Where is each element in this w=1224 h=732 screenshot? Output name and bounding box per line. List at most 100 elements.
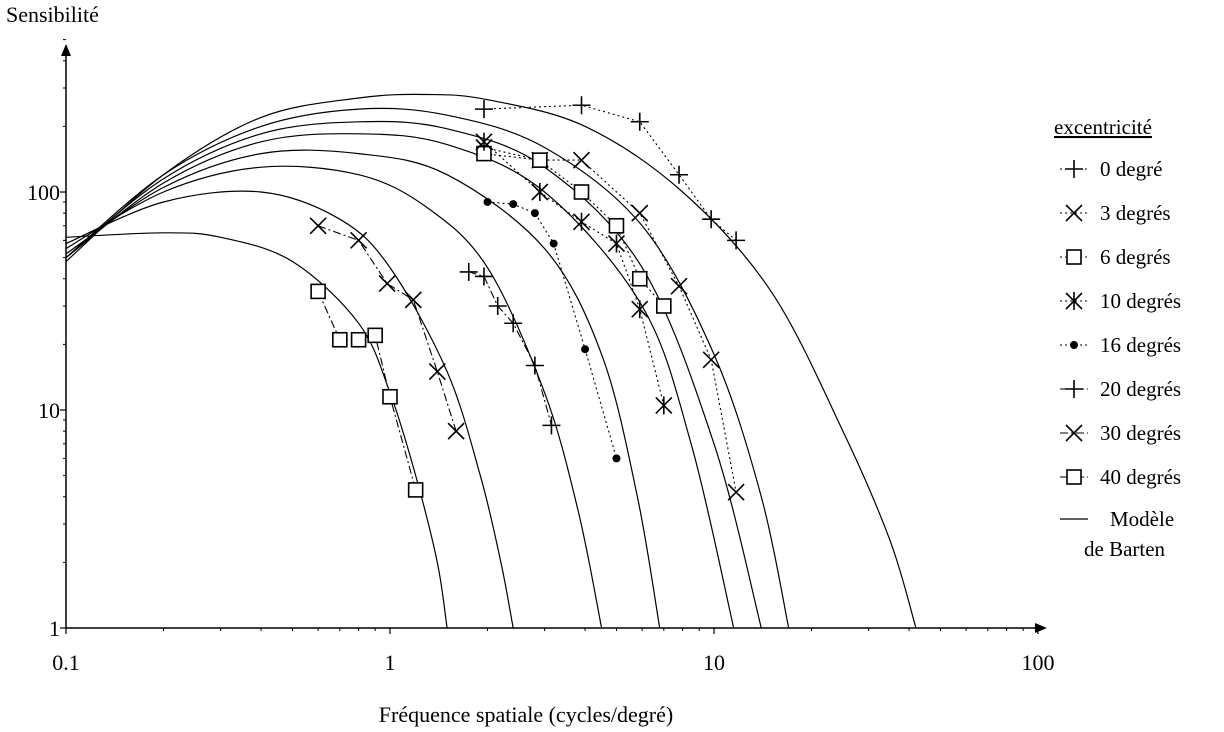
data-point — [509, 200, 518, 209]
data-point — [612, 454, 621, 463]
marker-stroke — [608, 217, 625, 234]
data-point — [572, 151, 591, 169]
barten-model-curve — [65, 149, 661, 629]
series-line — [468, 271, 553, 426]
marker-stroke — [350, 331, 367, 348]
marker-stroke — [367, 327, 383, 344]
legend-label: 6 degrés — [1100, 245, 1171, 269]
legend-marker — [1065, 160, 1083, 178]
data-point — [573, 184, 590, 200]
barten-model-curve — [65, 133, 735, 629]
x-tick-label: 100 — [1022, 650, 1055, 675]
data-point — [407, 482, 424, 498]
legend-marker — [1066, 249, 1082, 265]
legend-label: 40 degrés — [1100, 465, 1181, 489]
marker-stroke — [1066, 469, 1082, 485]
legend: excentricité 0 degré 3 degrés 6 degrés 10 d… — [1054, 115, 1181, 561]
data-point — [332, 331, 348, 348]
legend-label: Modèle — [1110, 507, 1174, 531]
data-point — [631, 300, 649, 319]
legend-item: 6 degrés — [1060, 245, 1171, 269]
barten-model-curve — [65, 190, 514, 629]
data-point — [727, 231, 746, 250]
legend-label: 3 degrés — [1100, 201, 1171, 225]
marker-stroke — [350, 231, 368, 249]
data-point — [608, 217, 625, 234]
barten-model-curve — [65, 107, 790, 629]
legend-item: 30 degrés — [1060, 421, 1181, 445]
series-line — [317, 291, 417, 491]
data-point — [488, 296, 507, 315]
legend-label: 16 degrés — [1100, 333, 1181, 357]
barten-model-curves — [65, 93, 917, 629]
data-point — [542, 416, 561, 435]
data-point — [474, 100, 493, 119]
legend-item: 20 degrés — [1060, 377, 1181, 401]
data-point — [428, 363, 446, 381]
marker-stroke — [572, 151, 591, 169]
legend-item: 10 degrés — [1060, 289, 1181, 313]
data-series — [309, 96, 746, 501]
data-point — [727, 483, 745, 501]
series-line — [483, 104, 737, 241]
marker-stroke — [1065, 424, 1083, 442]
data-point — [572, 212, 591, 231]
data-point — [631, 270, 648, 287]
data-point — [474, 267, 493, 286]
legend-label: 20 degrés — [1100, 377, 1181, 401]
marker-stroke — [404, 291, 422, 309]
data-point — [532, 152, 548, 168]
data-point — [475, 132, 493, 151]
barten-model-curve — [65, 93, 917, 629]
data-point — [549, 239, 558, 248]
marker-stroke — [670, 277, 688, 295]
marker-stroke — [332, 331, 348, 348]
data-point — [607, 234, 626, 253]
marker-stroke — [407, 482, 424, 498]
x-tick-label: 10 — [703, 650, 725, 675]
data-point — [670, 165, 689, 184]
data-point — [531, 183, 549, 201]
data-point — [525, 356, 544, 375]
series-line — [487, 201, 618, 459]
marker-stroke — [631, 270, 648, 287]
data-point — [702, 210, 721, 229]
legend-marker — [1065, 204, 1083, 222]
marker-stroke — [309, 217, 327, 235]
barten-model-curve — [65, 165, 603, 629]
legend-item: 3 degrés — [1060, 201, 1171, 225]
x-axis-arrow-icon — [1035, 623, 1047, 633]
data-point — [309, 217, 327, 235]
legend-title: excentricité — [1054, 115, 1152, 139]
y-tick-label: 100 — [27, 180, 60, 205]
legend-marker — [1070, 341, 1078, 349]
marker-stroke — [573, 184, 590, 200]
marker-stroke — [612, 454, 621, 463]
legend-marker — [1065, 424, 1083, 442]
legend-item: 16 degrés — [1060, 333, 1181, 357]
series-40-degrés — [310, 283, 424, 498]
legend-item-model: Modèle de Barten — [1060, 507, 1174, 561]
data-point — [655, 396, 673, 415]
marker-stroke — [727, 483, 745, 501]
series-line — [317, 225, 457, 432]
marker-stroke — [1065, 204, 1083, 222]
data-point — [350, 231, 368, 249]
data-point — [382, 388, 398, 405]
series-0-degré — [474, 96, 746, 250]
series-20-degrés — [459, 262, 561, 435]
series-16-degrés — [483, 197, 621, 463]
data-point — [631, 204, 649, 222]
x-tick-label: 1 — [385, 650, 396, 675]
legend-item: 0 degré — [1060, 157, 1162, 181]
marker-stroke — [428, 363, 446, 381]
legend-label: 10 degrés — [1100, 289, 1181, 313]
legend-label: de Barten — [1084, 537, 1166, 561]
legend-marker — [1065, 292, 1083, 310]
y-tick-label: 1 — [49, 616, 60, 641]
marker-stroke — [447, 422, 465, 440]
data-point — [483, 197, 492, 206]
data-point — [367, 327, 383, 344]
data-point — [310, 283, 326, 300]
data-point — [404, 291, 422, 309]
